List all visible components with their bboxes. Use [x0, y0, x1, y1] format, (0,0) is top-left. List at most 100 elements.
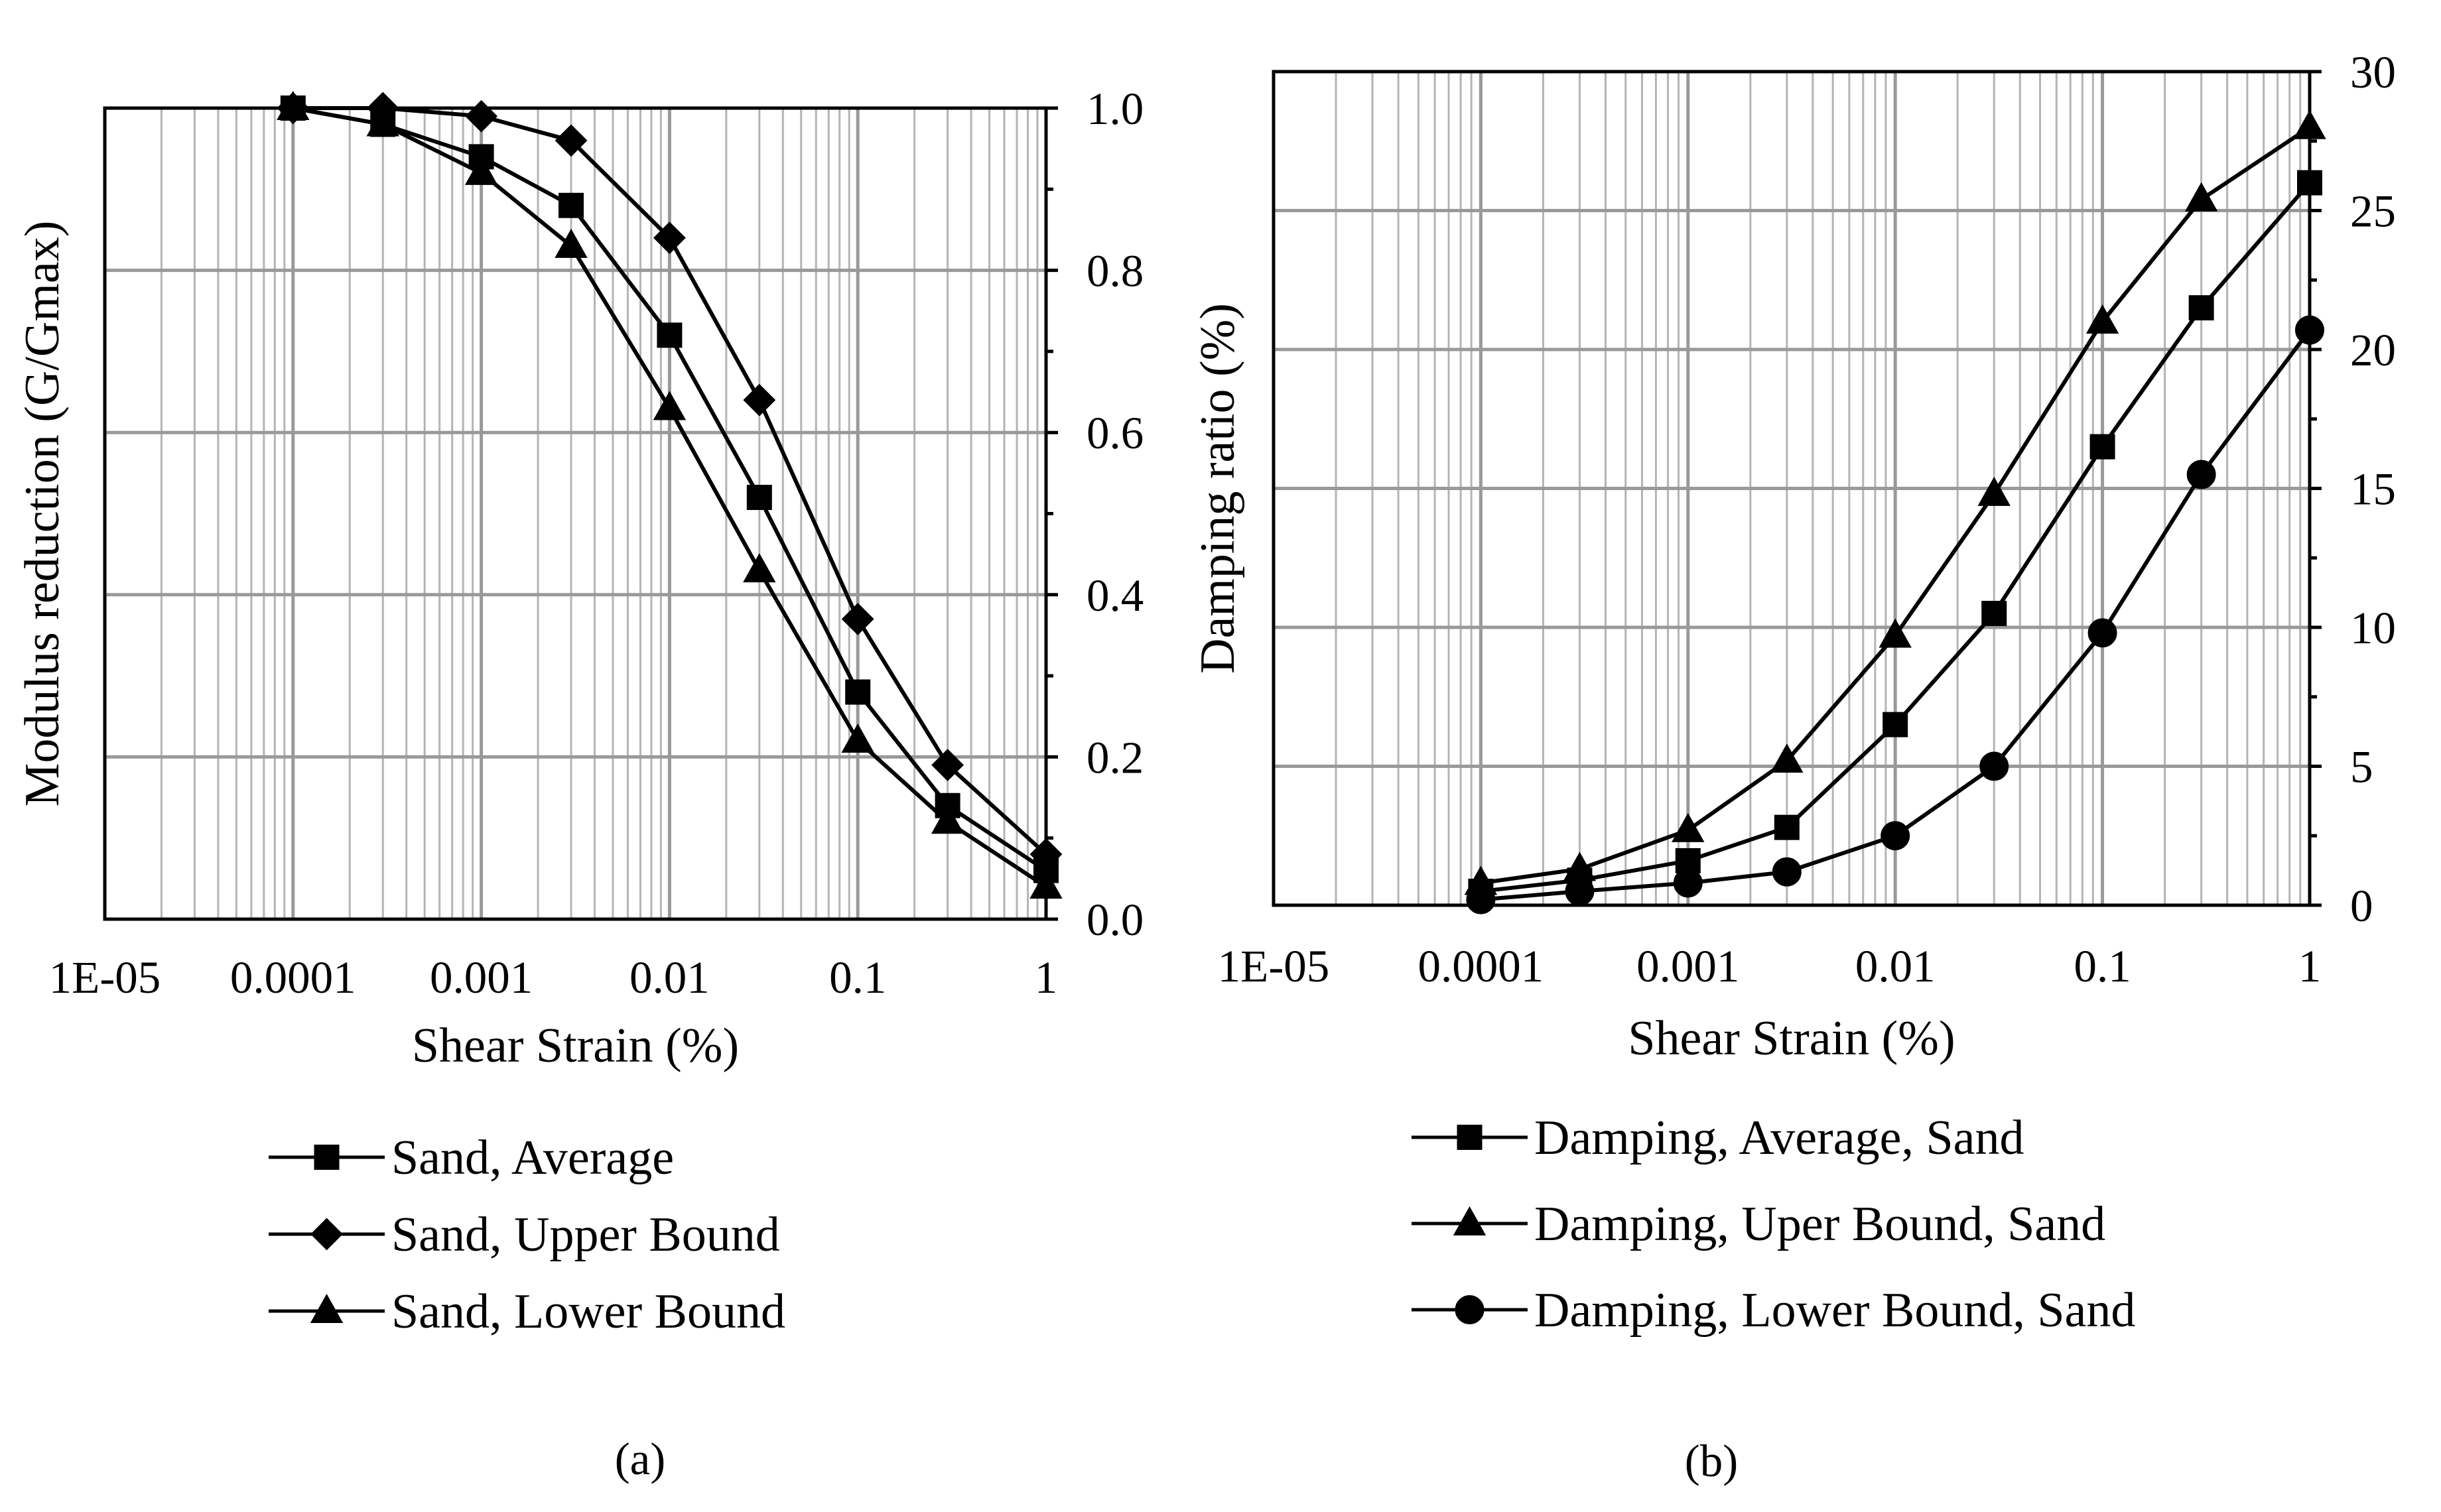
- legend-label: Sand, Lower Bound: [391, 1285, 785, 1339]
- data-point: [1882, 712, 1908, 737]
- data-point: [1981, 601, 2007, 627]
- legend-marker-triangle: [310, 1293, 344, 1323]
- data-point: [653, 391, 687, 420]
- series-sand-lower-bound: [277, 90, 1063, 899]
- data-point: [841, 603, 874, 635]
- data-point: [743, 553, 776, 583]
- data-point: [1029, 869, 1063, 899]
- data-point: [657, 322, 683, 348]
- data-point: [1673, 868, 1703, 898]
- data-point: [841, 723, 874, 753]
- data-point: [555, 124, 588, 157]
- plot-frame: [103, 106, 1048, 921]
- data-point: [2186, 460, 2216, 489]
- data-point: [1466, 885, 1496, 914]
- x-tick-label: 0.1: [2074, 941, 2131, 991]
- legend-item-damping-lower-bound-sand: Damping, Lower Bound, Sand: [1412, 1283, 2135, 1338]
- series-sand-upper-bound: [277, 92, 1063, 871]
- x-tick-label: 0.1: [829, 952, 886, 1003]
- x-tick-label: 1E-05: [1218, 941, 1330, 991]
- x-axis-title: Shear Strain (%): [1628, 1011, 1955, 1066]
- y-axis-title: Damping ratio (%): [1191, 303, 1245, 674]
- legend-marker-diamond: [310, 1218, 343, 1251]
- y-tick-label: 0.2: [1087, 732, 1144, 783]
- data-point: [2293, 109, 2326, 139]
- legend-item-damping-uper-bound-sand: Damping, Uper Bound, Sand: [1412, 1197, 2105, 1251]
- legend-marker-square: [314, 1145, 340, 1170]
- data-point: [2085, 304, 2119, 334]
- data-point: [2297, 170, 2322, 196]
- legend-marker-triangle: [1453, 1206, 1486, 1235]
- data-point: [931, 749, 964, 782]
- data-point: [2184, 182, 2218, 212]
- x-tick-label: 0.01: [1855, 941, 1936, 991]
- y-tick-label: 25: [2350, 186, 2396, 237]
- data-point: [653, 221, 686, 255]
- data-point: [743, 383, 776, 416]
- data-point: [2295, 315, 2324, 345]
- data-point: [746, 485, 772, 511]
- y-tick-label: 0.6: [1087, 408, 1144, 458]
- legend-item-damping-average-sand: Damping, Average, Sand: [1412, 1111, 2024, 1165]
- data-point: [1772, 857, 1802, 887]
- panel-b: 0 5 10 15 20 25 30 1E-05 0.0001 0.001 0.01 0.1 1 Shea…: [1191, 47, 2396, 1486]
- data-point: [1770, 743, 1804, 773]
- x-axis: 1E-05 0.0001 0.001 0.01 0.1 1: [49, 952, 1058, 1003]
- legend-label: Sand, Upper Bound: [391, 1208, 780, 1262]
- grid: [1272, 70, 2312, 907]
- data-point: [366, 107, 399, 137]
- data-point: [555, 228, 588, 258]
- y-axis-title: Modulus reduction (G/Gmax): [15, 221, 70, 807]
- legend-label: Sand, Average: [391, 1131, 674, 1185]
- x-tick-label: 0.01: [629, 952, 710, 1003]
- data-point: [277, 90, 310, 120]
- data-point: [845, 679, 871, 705]
- y-tick-label: 15: [2350, 464, 2396, 515]
- x-tick-label: 1E-05: [49, 952, 161, 1003]
- data-point: [1774, 814, 1800, 840]
- data-point: [1977, 476, 2011, 506]
- data-point: [1565, 877, 1595, 907]
- grid: [103, 106, 1048, 921]
- panel-label: (b): [1685, 1436, 1738, 1486]
- legend-item-sand-lower-bound: Sand, Lower Bound: [269, 1285, 785, 1339]
- x-tick-label: 0.001: [1636, 941, 1739, 991]
- x-axis: 1E-05 0.0001 0.001 0.01 0.1 1: [1218, 941, 2322, 991]
- x-tick-label: 1: [2298, 941, 2322, 991]
- data-point: [931, 804, 964, 834]
- y-tick-label: 5: [2350, 742, 2373, 792]
- panel-label: (a): [615, 1434, 666, 1484]
- data-point: [2087, 618, 2117, 648]
- data-point: [1672, 812, 1705, 842]
- x-axis-title: Shear Strain (%): [412, 1019, 739, 1073]
- data-point: [1879, 618, 1912, 648]
- series-damping-lower-bound-sand: [1466, 315, 2324, 914]
- y-tick-label: 10: [2350, 603, 2396, 653]
- y-tick-label: 0.0: [1087, 895, 1144, 945]
- legend-marker-circle: [1455, 1295, 1484, 1324]
- data-point: [559, 192, 584, 218]
- data-point: [465, 99, 498, 133]
- legend-label: Damping, Uper Bound, Sand: [1534, 1197, 2105, 1251]
- x-tick-label: 0.001: [430, 952, 533, 1003]
- x-tick-label: 0.0001: [1418, 941, 1544, 991]
- y-tick-label: 20: [2350, 325, 2396, 375]
- data-point: [1880, 821, 1910, 851]
- y-tick-label: 1.0: [1087, 84, 1144, 134]
- y-tick-label: 0: [2350, 881, 2373, 931]
- data-point: [1979, 751, 2009, 781]
- legend-item-sand-average: Sand, Average: [269, 1131, 674, 1185]
- legend-marker-square: [1457, 1125, 1483, 1150]
- y-tick-label: 0.8: [1087, 246, 1144, 296]
- legend-item-sand-upper-bound: Sand, Upper Bound: [269, 1208, 780, 1262]
- data-point: [2188, 295, 2214, 321]
- x-tick-label: 0.0001: [230, 952, 356, 1003]
- legend-label: Damping, Lower Bound, Sand: [1534, 1283, 2135, 1338]
- y-axis: 0 5 10 15 20 25 30: [2310, 47, 2396, 931]
- legend-label: Damping, Average, Sand: [1534, 1111, 2024, 1165]
- y-axis: 0.0 0.2 0.4 0.6 0.8 1.0: [1046, 84, 1144, 945]
- y-tick-label: 30: [2350, 47, 2396, 97]
- data-point: [464, 155, 498, 185]
- data-point: [2089, 434, 2115, 460]
